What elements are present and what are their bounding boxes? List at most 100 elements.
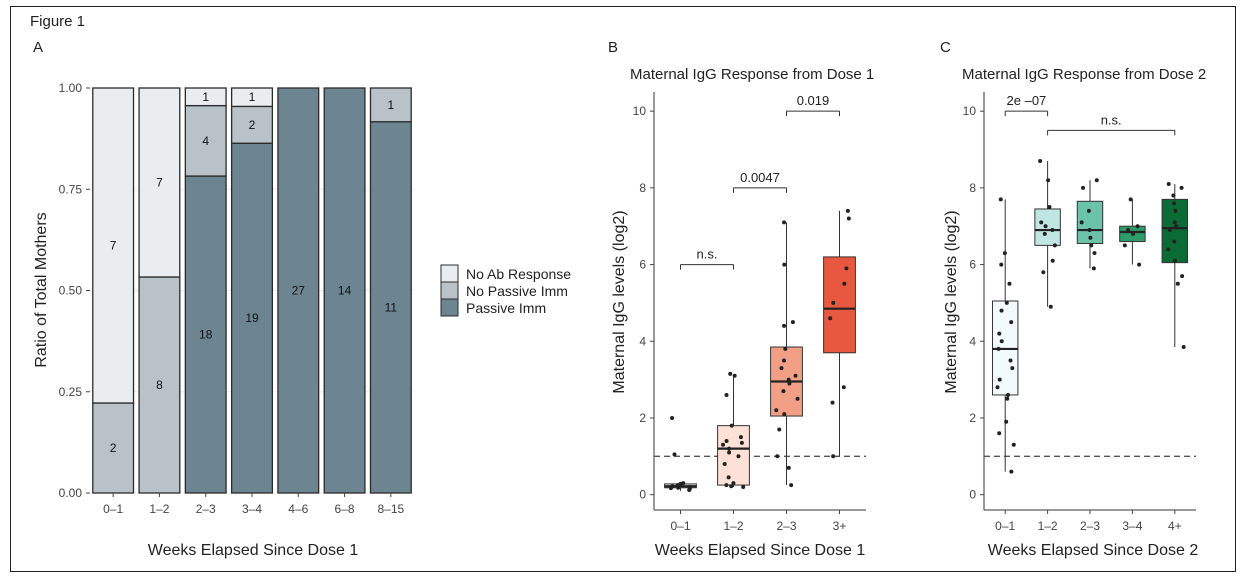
- bar-segment: [323, 87, 366, 494]
- data-point: [782, 323, 787, 328]
- data-point: [999, 308, 1004, 313]
- data-point: [1128, 197, 1133, 202]
- panel-b-title: Maternal IgG Response from Dose 1: [630, 66, 874, 83]
- bar-segment-label: 1: [388, 98, 395, 112]
- data-point: [777, 427, 782, 432]
- bar-segment: [92, 402, 135, 494]
- data-point: [1039, 220, 1044, 225]
- data-point: [789, 483, 794, 488]
- data-point: [1047, 205, 1052, 210]
- data-point: [1094, 178, 1099, 183]
- x-tick-label: 1–2: [1038, 519, 1058, 533]
- y-tick-label: 4: [639, 334, 646, 348]
- box: [717, 425, 750, 486]
- y-tick-label: 0.50: [59, 284, 83, 298]
- y-tick-label: 6: [639, 258, 646, 272]
- data-point: [724, 483, 729, 488]
- comparison-label: n.s.: [1101, 112, 1122, 127]
- bar-segment-label: 8: [156, 378, 163, 392]
- bar-segment: [138, 87, 181, 278]
- data-point: [782, 412, 787, 417]
- data-point: [782, 262, 787, 267]
- y-tick-label: 10: [963, 104, 977, 118]
- data-point: [1048, 304, 1053, 309]
- x-tick-label: 0–1: [670, 519, 690, 533]
- bar-segment: [230, 87, 274, 108]
- comparison-label: 0.019: [797, 93, 830, 108]
- legend-swatch: [440, 264, 459, 283]
- data-point: [670, 415, 675, 420]
- figure-title: Figure 1: [30, 13, 85, 30]
- data-point: [1038, 159, 1043, 164]
- data-point: [1091, 266, 1096, 271]
- x-tick-label: 4+: [1168, 519, 1182, 533]
- data-point: [1087, 228, 1092, 233]
- panel-b: B Maternal IgG Response from Dose 1 0 2 4 6…: [608, 39, 874, 559]
- y-tick-label: 0.25: [59, 385, 83, 399]
- panel-c-x-axis-label: Weeks Elapsed Since Dose 2: [988, 542, 1199, 559]
- x-tick-label: 0–1: [995, 519, 1015, 533]
- y-tick-label: 8: [639, 181, 646, 195]
- panel-a-y-axis-label: Ratio of Total Mothers: [33, 212, 50, 367]
- data-point: [681, 481, 686, 486]
- bar-segment: [184, 87, 227, 107]
- data-point: [1007, 281, 1012, 286]
- panel-a-y-ticks: 0.00 0.25 0.50 0.75 1.00: [59, 81, 90, 500]
- data-point: [1122, 243, 1127, 248]
- data-point: [1002, 251, 1007, 256]
- data-point: [721, 442, 726, 447]
- data-point: [1172, 201, 1177, 206]
- bar-segment-label: 11: [385, 300, 398, 314]
- x-tick-label: 1–2: [723, 519, 743, 533]
- data-point: [846, 216, 851, 221]
- data-point: [729, 484, 734, 489]
- y-tick-label: 2: [969, 411, 976, 425]
- y-tick-label: 8: [969, 181, 976, 195]
- data-point: [736, 454, 741, 459]
- data-point: [724, 438, 729, 443]
- data-point: [995, 385, 1000, 390]
- data-point: [1167, 228, 1172, 233]
- data-point: [1050, 258, 1055, 263]
- data-point: [731, 481, 736, 486]
- y-tick-label: 6: [969, 258, 976, 272]
- data-point: [782, 220, 787, 225]
- panel-b-x-axis-label: Weeks Elapsed Since Dose 1: [655, 542, 866, 559]
- data-point: [781, 389, 786, 394]
- comparison-label: n.s.: [697, 247, 718, 262]
- panel-a-x-ticks: 0–1 1–2 2–3 3–4 4–6 6–8 8–15: [103, 493, 405, 516]
- panel-c: C Maternal IgG Response from Dose 2 0 2 4 6…: [940, 39, 1206, 559]
- data-point: [1079, 220, 1084, 225]
- data-point: [1041, 270, 1046, 275]
- data-point: [1171, 193, 1176, 198]
- panel-label-c: C: [940, 39, 951, 56]
- comparison-label: 0.0047: [740, 170, 780, 185]
- data-point: [786, 377, 791, 382]
- data-point: [1175, 281, 1180, 286]
- data-point: [1166, 182, 1171, 187]
- panel-c-plot: 0 2 4 6 8 10 0–1 1–2 2–3 3–4 4+ 2e –07 n.s.: [963, 92, 1196, 533]
- data-point: [783, 346, 788, 351]
- panel-b-plot: 0 2 4 6 8 10 0–1 1–2 2–3 3+ n.s. 0.0047 0.019: [633, 92, 866, 533]
- bar-segment-label: 19: [245, 311, 259, 325]
- y-tick-label: 10: [633, 104, 647, 118]
- bar-segment-label: 1: [202, 90, 209, 104]
- data-point: [1009, 320, 1014, 325]
- data-point: [1172, 239, 1177, 244]
- bar-segment-label: 2: [110, 441, 117, 455]
- data-point: [1042, 231, 1047, 236]
- y-tick-label: 0.00: [59, 486, 83, 500]
- data-point: [1004, 419, 1009, 424]
- data-point: [1173, 258, 1178, 263]
- data-point: [779, 366, 784, 371]
- legend-label: No Passive Imm: [466, 283, 568, 299]
- bar-segment-label: 18: [199, 328, 213, 342]
- data-point: [1052, 243, 1057, 248]
- bar-segment: [369, 121, 412, 494]
- panel-c-title: Maternal IgG Response from Dose 2: [962, 66, 1206, 83]
- x-tick-label: 3–4: [1122, 519, 1142, 533]
- bar-segment-label: 7: [110, 239, 117, 253]
